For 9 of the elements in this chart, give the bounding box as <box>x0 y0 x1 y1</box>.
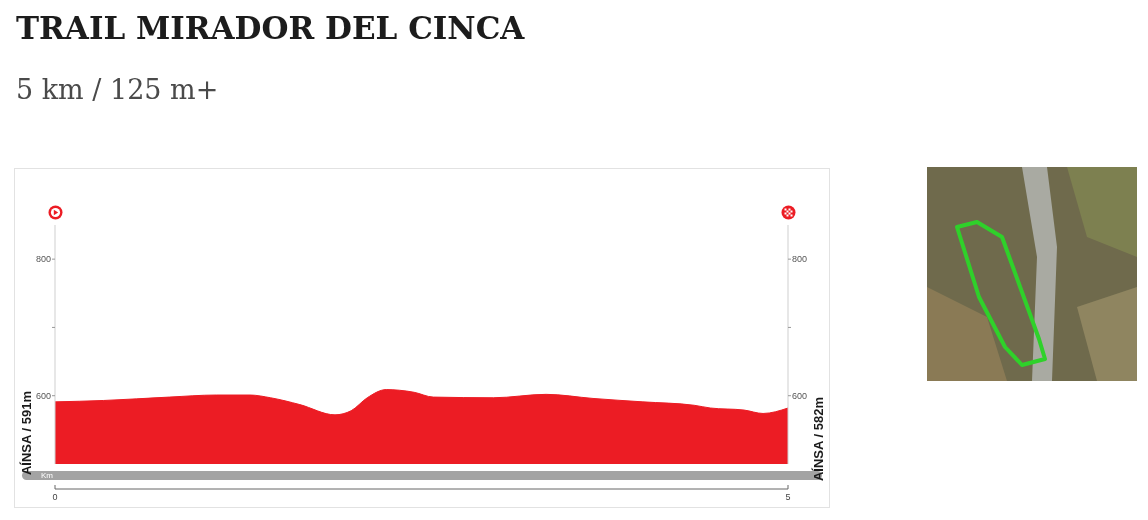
y2-tick-label: 800 <box>792 254 808 265</box>
x-tick-label: 0 <box>52 492 58 502</box>
annotation: AÍNSA / 582m <box>811 397 826 482</box>
x-axis-title: Km <box>41 471 53 480</box>
x-tick-label: 5 <box>785 492 791 502</box>
chart-subtitle: 5 km / 125 m+ <box>16 74 219 105</box>
annotation: AÍNSA / 591m <box>19 390 34 475</box>
chart-title: TRAIL MIRADOR DEL CINCA <box>16 10 525 46</box>
y2-tick-label: 600 <box>792 390 808 401</box>
